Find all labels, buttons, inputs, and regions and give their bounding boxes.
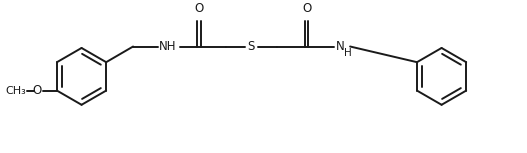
Text: H: H (344, 48, 352, 58)
Text: S: S (248, 40, 255, 53)
Text: CH₃: CH₃ (5, 86, 26, 96)
Text: N: N (335, 40, 344, 53)
Text: O: O (32, 84, 41, 97)
Text: NH: NH (159, 40, 176, 53)
Text: O: O (194, 2, 203, 15)
Text: O: O (302, 2, 311, 15)
